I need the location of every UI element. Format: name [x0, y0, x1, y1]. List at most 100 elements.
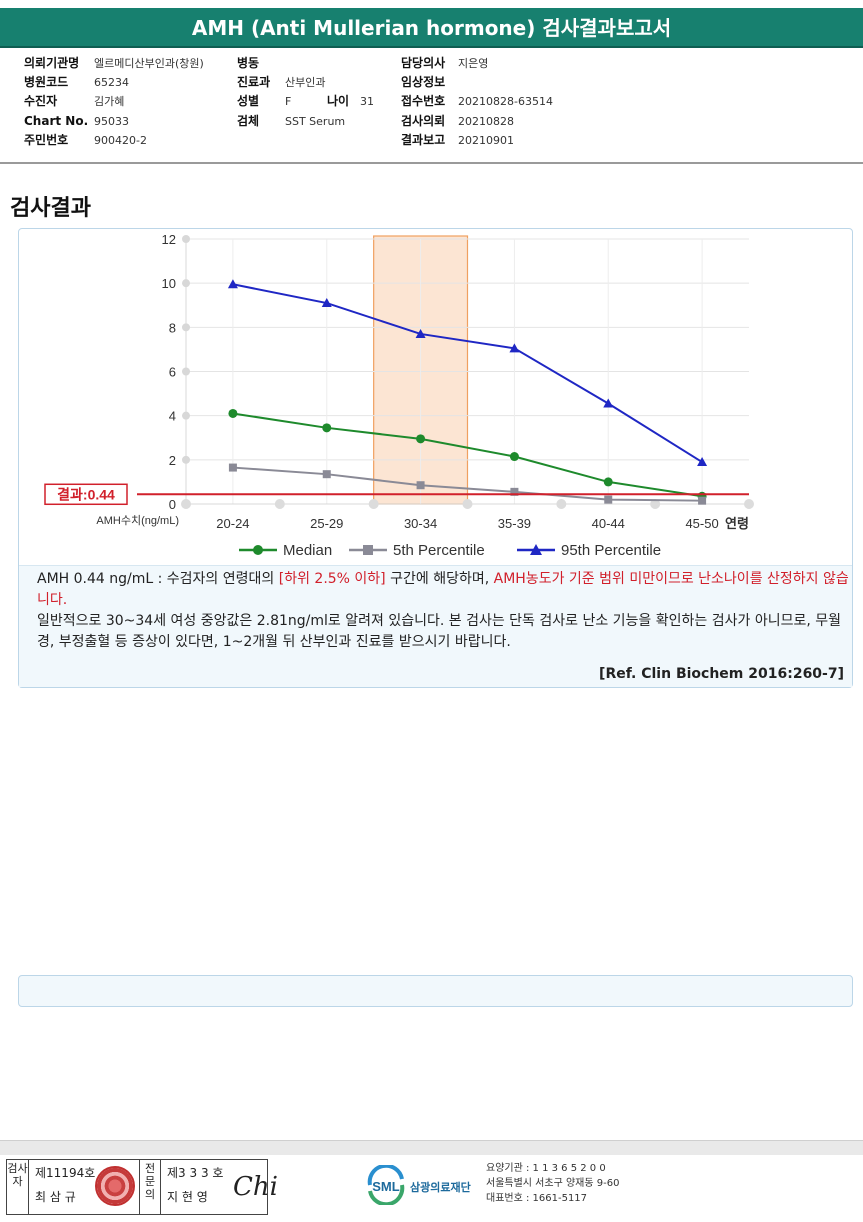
x-tick-label-30-34: 30-34 — [404, 516, 437, 531]
point-95th-percentile-45-50 — [697, 457, 708, 467]
x-axis-dot-3 — [462, 499, 473, 509]
handwritten-signature: Chi — [233, 1172, 278, 1202]
y-tick-label-10: 10 — [162, 276, 176, 291]
signature-box: 검사자 제11194호 최 삼 규 전문의 제3 3 3 호 지 현 영 Chi — [6, 1159, 278, 1215]
x-tick-label-35-39: 35-39 — [498, 516, 531, 531]
report-date-label: 결과보고 — [401, 133, 446, 147]
patient-info: 의뢰기관명 엘르메디산부인과(창원) 병원코드 65234 수진자 김가혜 Chart… — [0, 52, 863, 164]
logo-mark: SML — [372, 1179, 400, 1194]
report-title: AMH (Anti Mullerian hormone) 검사결과보고서 — [0, 8, 863, 48]
age-value: 31 — [360, 95, 374, 108]
interpretation-line1-percentile: [하위 2.5% 이하] — [278, 571, 386, 587]
point-5th-percentile-25-29 — [322, 470, 331, 479]
resident-no-value: 900420-2 — [94, 134, 147, 147]
y-tick-label-8: 8 — [169, 320, 176, 335]
series-line-median — [232, 412, 703, 498]
hospital-code-label: 병원코드 — [24, 75, 69, 89]
legend-label-median: Median — [283, 542, 332, 559]
legend-label-95th-percentile: 95th Percentile — [561, 542, 661, 559]
x-tick-label-45-50: 45-50 — [685, 516, 718, 531]
logo-text: 삼광의료재단 — [410, 1181, 471, 1194]
point-median-40-44 — [603, 477, 613, 487]
y-tick-label-2: 2 — [169, 453, 176, 468]
specimen-value: SST Serum — [285, 115, 346, 128]
legend-marker-95th-percentile — [530, 544, 542, 555]
interpretation-line2: 일반적으로 30~34세 여성 중앙값은 2.81ng/ml로 알려져 있습니다… — [37, 613, 841, 650]
patient-value: 김가혜 — [94, 95, 125, 108]
section-title: 검사결과 — [10, 196, 91, 221]
doctor-value: 지은영 — [458, 57, 489, 70]
point-median-35-39 — [509, 452, 519, 462]
reference-citation: [Ref. Clin Biochem 2016:260-7] — [599, 666, 844, 682]
x-tick-label-25-29: 25-29 — [310, 516, 343, 531]
y-tick-label-4: 4 — [169, 409, 176, 424]
interpretation-line1-mid: 구간에 해당하며, — [385, 571, 494, 587]
contact-info: 요양기관 : 1 1 3 6 5 2 0 0 서울특별시 서초구 양재동 9-6… — [486, 1161, 619, 1206]
chart-no-value: 95033 — [94, 115, 129, 128]
doctor-label: 담당의사 — [401, 56, 446, 70]
chart-no-label: Chart No. — [24, 114, 89, 128]
point-95th-percentile-40-44 — [603, 398, 614, 408]
point-5th-percentile-30-34 — [416, 481, 425, 490]
sex-value: F — [285, 95, 292, 108]
point-95th-percentile-30-34 — [415, 328, 426, 338]
x-axis-dot-4 — [556, 499, 567, 509]
interpretation-area — [19, 565, 852, 687]
interpretation-line1-warning: AMH농도가 기준 범위 미만이므로 난소나이를 산정하지 않습니다. — [37, 571, 849, 608]
point-5th-percentile-20-24 — [228, 463, 237, 472]
x-axis-dot-1 — [274, 499, 285, 509]
contact-line1: 요양기관 : 1 1 3 6 5 2 0 0 — [486, 1163, 606, 1174]
x-axis-label: 연령 — [725, 516, 749, 531]
point-5th-percentile-35-39 — [510, 487, 519, 496]
point-median-30-34 — [416, 434, 426, 444]
legend-marker-median — [253, 545, 263, 555]
point-median-20-24 — [228, 408, 238, 418]
hospital-code-value: 65234 — [94, 76, 129, 89]
point-5th-percentile-40-44 — [604, 495, 613, 504]
point-95th-percentile-25-29 — [321, 298, 332, 308]
ward-label: 병동 — [237, 56, 260, 70]
amh-chart: 0 2 4 6 8 10 12 20-24 25-29 30-34 35-39 40-44 45-50 A… — [44, 232, 754, 559]
x-axis-dot-0 — [181, 499, 191, 509]
department-value: 산부인과 — [285, 76, 326, 89]
department-label: 진료과 — [237, 75, 271, 89]
point-95th-percentile-20-24 — [227, 279, 238, 289]
point-5th-percentile-45-50 — [698, 496, 707, 505]
result-label: 결과:0.44 — [57, 486, 115, 502]
sml-logo: SML — [367, 1165, 405, 1205]
x-axis-dot-5 — [650, 499, 661, 509]
inspector-name: 최 삼 규 — [35, 1190, 76, 1204]
result-label-box — [44, 483, 128, 506]
y-tick-label-0: 0 — [169, 497, 176, 512]
report-date-value: 20210901 — [458, 134, 514, 147]
contact-line2: 서울특별시 서초구 양재동 9-60 — [486, 1178, 620, 1189]
sex-label: 성별 — [237, 94, 260, 108]
y-axis-label: AMH수치(ng/mL) — [96, 514, 179, 527]
result-panel: 0 2 4 6 8 10 12 20-24 25-29 30-34 35-39 40-44 45-50 A… — [18, 228, 853, 688]
legend-marker-5th-percentile — [363, 545, 373, 555]
interpretation-text: AMH 0.44 ng/mL : 수검자의 연령대의 [하위 2.5% 이하] … — [37, 569, 849, 653]
request-date-label: 검사의뢰 — [401, 114, 446, 128]
receipt-no-value: 20210828-63514 — [458, 95, 553, 108]
specialist-label: 전문의 — [139, 1160, 161, 1214]
legend-label-5th-percentile: 5th Percentile — [393, 542, 485, 559]
interpretation-line1-pre: AMH 0.44 ng/mL : 수검자의 연령대의 — [37, 571, 279, 587]
point-median-25-29 — [322, 423, 332, 433]
receipt-no-label: 접수번호 — [401, 94, 446, 108]
x-tick-label-40-44: 40-44 — [592, 516, 625, 531]
x-axis-dot-2 — [368, 499, 379, 509]
y-tick-label-6: 6 — [169, 365, 176, 380]
specimen-label: 검체 — [237, 114, 260, 128]
inspector-label: 검사자 — [7, 1160, 29, 1214]
y-tick-label-12: 12 — [162, 232, 176, 247]
resident-no-label: 주민번호 — [24, 133, 69, 147]
contact-line3: 대표번호 : 1661-5117 — [486, 1193, 588, 1204]
empty-comment-panel — [18, 975, 853, 1007]
institution-label: 의뢰기관명 — [24, 56, 80, 70]
footer: 검사자 제11194호 최 삼 규 전문의 제3 3 3 호 지 현 영 Chi… — [0, 1140, 863, 1222]
inspector-no: 제11194호 — [35, 1166, 96, 1180]
institution-value: 엘르메디산부인과(창원) — [94, 57, 204, 70]
request-date-value: 20210828 — [458, 115, 514, 128]
seal-stamp — [95, 1166, 135, 1206]
age-label: 나이 — [327, 94, 350, 108]
